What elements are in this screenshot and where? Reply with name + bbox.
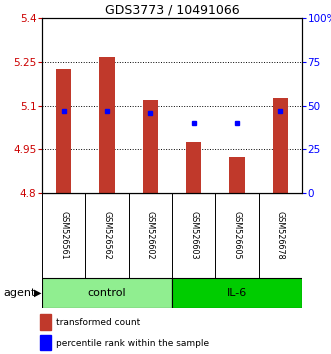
Text: GSM526602: GSM526602: [146, 211, 155, 260]
Text: GSM526678: GSM526678: [276, 211, 285, 260]
Bar: [42, 278, 172, 308]
Bar: [186, 142, 201, 193]
Text: agent: agent: [3, 288, 36, 298]
Bar: [99, 57, 115, 193]
Bar: [56, 69, 71, 193]
Bar: [143, 100, 158, 193]
Text: GSM526603: GSM526603: [189, 211, 198, 260]
Text: ▶: ▶: [34, 288, 42, 298]
Bar: [229, 156, 245, 193]
Bar: [172, 278, 302, 308]
Text: transformed count: transformed count: [56, 318, 141, 327]
Title: GDS3773 / 10491066: GDS3773 / 10491066: [105, 4, 239, 17]
Bar: [273, 98, 288, 193]
Text: GSM526562: GSM526562: [103, 211, 112, 260]
Text: IL-6: IL-6: [227, 288, 247, 298]
Text: control: control: [88, 288, 126, 298]
Bar: [40, 314, 51, 330]
Text: percentile rank within the sample: percentile rank within the sample: [56, 338, 210, 348]
Text: GSM526605: GSM526605: [232, 211, 242, 260]
Text: GSM526561: GSM526561: [59, 211, 68, 260]
Bar: [40, 335, 51, 350]
